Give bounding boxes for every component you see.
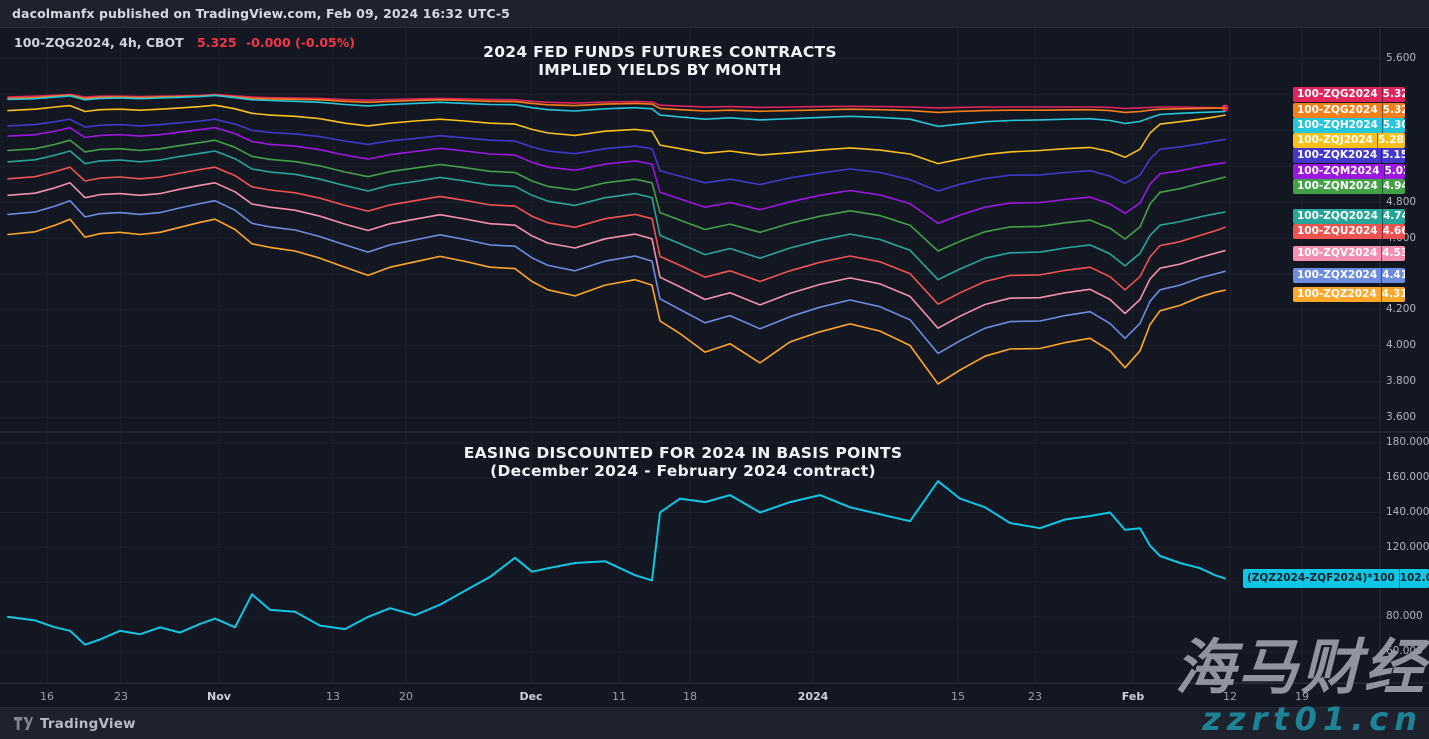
panel-title-line: IMPLIED YIELDS BY MONTH (538, 61, 782, 79)
time-axis-label: 23 (1028, 690, 1042, 703)
price-label-symbol: 100-ZQG2024 (1297, 88, 1378, 100)
price-axis-tick: 60.000 (1386, 645, 1423, 657)
time-axis-label: Nov (207, 690, 231, 703)
series-100-ZQU2024[interactable] (7, 166, 1226, 306)
price-label-value: 4.660 (1381, 224, 1405, 239)
time-axis-label: 19 (1295, 690, 1309, 703)
price-axis-tick: 120.000 (1386, 541, 1429, 553)
time-axis[interactable]: 16 23 Nov 13 20 Dec 11 18 2024 15 23 Feb 12 19 (0, 683, 1380, 708)
price-label-symbol: 100-ZQH2024 (1297, 119, 1378, 131)
series-100-ZQK2024[interactable] (7, 118, 1226, 192)
series-100-ZQJ2024[interactable] (7, 104, 1226, 165)
price-label-value: 4.310 (1380, 287, 1405, 302)
price-axis-tick: 3.600 (1386, 411, 1417, 423)
price-axis-tick: 180.000 (1386, 436, 1429, 448)
published-info-bar: dacolmanfx published on TradingView.com,… (0, 0, 1429, 28)
time-axis-label: 15 (951, 690, 965, 703)
time-axis-label: Dec (519, 690, 543, 703)
price-axis-tick: 140.000 (1386, 506, 1429, 518)
price-label-symbol: 100-ZQJ2024 (1297, 134, 1373, 146)
watermark-domain: zzrt01.cn (1202, 700, 1423, 738)
series-100-ZQG2024[interactable] (7, 94, 1226, 114)
series-100-ZQV2024[interactable] (7, 182, 1226, 330)
price-label-value: 5.325 (1381, 87, 1405, 102)
price-label-symbol: 100-ZQK2024 (1297, 149, 1378, 161)
series-100-ZQM2024[interactable] (7, 126, 1226, 225)
tradingview-logo-icon[interactable] (14, 716, 33, 731)
price-label-symbol: 100-ZQV2024 (1297, 247, 1378, 259)
series-100-ZQZ2024[interactable] (7, 218, 1226, 385)
price-label-value: 5.150 (1381, 148, 1405, 163)
price-axis-tick: 5.600 (1386, 52, 1417, 64)
tradingview-logo-text[interactable]: TradingView (40, 715, 136, 732)
price-label-value: 4.940 (1381, 179, 1405, 194)
legend-price: 5.325 (197, 35, 237, 50)
price-axis-tick: 4.800 (1386, 196, 1417, 208)
price-label-value: 4.745 (1381, 209, 1405, 224)
price-label-symbol: 100-ZQX2024 (1297, 269, 1378, 281)
price-label-value: 4.415 (1381, 268, 1405, 283)
time-axis-label: 16 (40, 690, 54, 703)
price-label-value: 5.285 (1376, 133, 1405, 148)
time-axis-label: 23 (114, 690, 128, 703)
price-label-value: 5.305 (1381, 118, 1405, 133)
time-axis-label: 18 (683, 690, 697, 703)
legend-change: -0.000 (-0.05%) (245, 35, 355, 50)
time-axis-label: 12 (1223, 690, 1237, 703)
symbol-legend[interactable]: 100-ZQG2024, 4h, CBOT 5.325 -0.000 (-0.0… (14, 35, 355, 50)
price-label-symbol: (ZQZ2024-ZQF2024)*100 (1247, 572, 1395, 584)
time-axis-label: 13 (326, 690, 340, 703)
panel-title-line: 2024 FED FUNDS FUTURES CONTRACTS (483, 43, 837, 61)
price-label-symbol: 100-ZQG2024 (1297, 104, 1378, 116)
panel-title-line: (December 2024 - February 2024 contract) (490, 462, 876, 480)
series-(ZQZ2024-ZQF2024)*100[interactable] (7, 480, 1226, 646)
series-100-ZQN2024[interactable] (7, 139, 1226, 252)
price-axis-tick: 80.000 (1386, 610, 1423, 622)
time-axis-label: 2024 (797, 690, 829, 703)
legend-symbol[interactable]: 100-ZQG2024, 4h, CBOT (14, 35, 184, 50)
price-axis-tick: 4.200 (1386, 303, 1417, 315)
published-info-text: dacolmanfx published on TradingView.com,… (12, 6, 510, 21)
panel-title-easing: EASING DISCOUNTED FOR 2024 IN BASIS POIN… (0, 444, 1366, 480)
price-label-symbol: 100-ZQM2024 (1297, 165, 1380, 177)
time-axis-label: 11 (612, 690, 626, 703)
time-axis-label: 20 (399, 690, 413, 703)
price-label-symbol: 100-ZQZ2024 (1297, 288, 1377, 300)
price-label-value: 5.020 (1383, 164, 1405, 179)
series-100-ZQQ2024[interactable] (7, 150, 1226, 281)
price-label-value: 102.000 (1398, 569, 1429, 588)
panel-title-line: EASING DISCOUNTED FOR 2024 IN BASIS POIN… (463, 444, 903, 462)
price-label-symbol: 100-ZQU2024 (1297, 225, 1378, 237)
price-label-value: 4.530 (1381, 246, 1405, 261)
watermark-cjk: 海马财经 (1175, 633, 1427, 703)
price-axis-tick: 160.000 (1386, 471, 1429, 483)
series-100-ZQX2024[interactable] (7, 199, 1226, 355)
footer-bar: TradingView (0, 707, 1429, 739)
price-label-symbol: 100-ZQQ2024 (1297, 210, 1378, 222)
price-axis-tick: 4.000 (1386, 339, 1417, 351)
price-label-value: 5.325 (1381, 103, 1405, 118)
price-axis-tick: 3.800 (1386, 375, 1417, 387)
price-label-symbol: 100-ZQN2024 (1297, 180, 1378, 192)
panel-title-implied-yields: 2024 FED FUNDS FUTURES CONTRACTS IMPLIED… (0, 43, 1320, 79)
time-axis-label: Feb (1121, 690, 1145, 703)
series-100-ZQH2024[interactable] (7, 94, 1226, 128)
